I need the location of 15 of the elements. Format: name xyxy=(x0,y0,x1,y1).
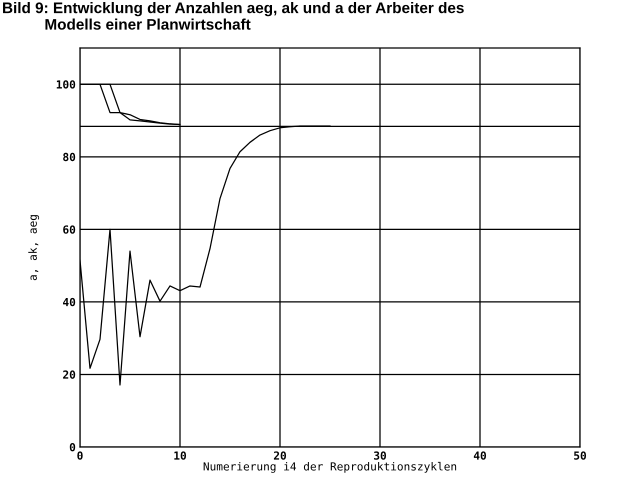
y-axis-title: a, ak, aeg xyxy=(28,215,40,280)
y-tick-label: 100 xyxy=(56,80,76,89)
x-tick-label: 30 xyxy=(374,451,386,460)
y-tick-label: 0 xyxy=(70,442,76,452)
x-tick-label: 20 xyxy=(274,451,286,460)
x-tick-label: 40 xyxy=(474,451,486,460)
x-tick-label: 10 xyxy=(174,451,186,460)
x-tick-label: 0 xyxy=(77,451,83,460)
y-tick-label: 40 xyxy=(63,298,76,306)
x-tick-label: 50 xyxy=(574,451,586,460)
x-axis-title: Numerierung i4 der Reproduktionszyklen xyxy=(204,462,456,473)
y-tick-label: 80 xyxy=(63,152,76,162)
chart-title: Bild 9: Entwicklung der Anzahlen aeg, ak und a der Arbeiter des Modells einer Planwirtschaft xyxy=(3,2,464,30)
y-tick-label: 20 xyxy=(63,370,76,379)
y-tick-label: 60 xyxy=(63,225,76,234)
